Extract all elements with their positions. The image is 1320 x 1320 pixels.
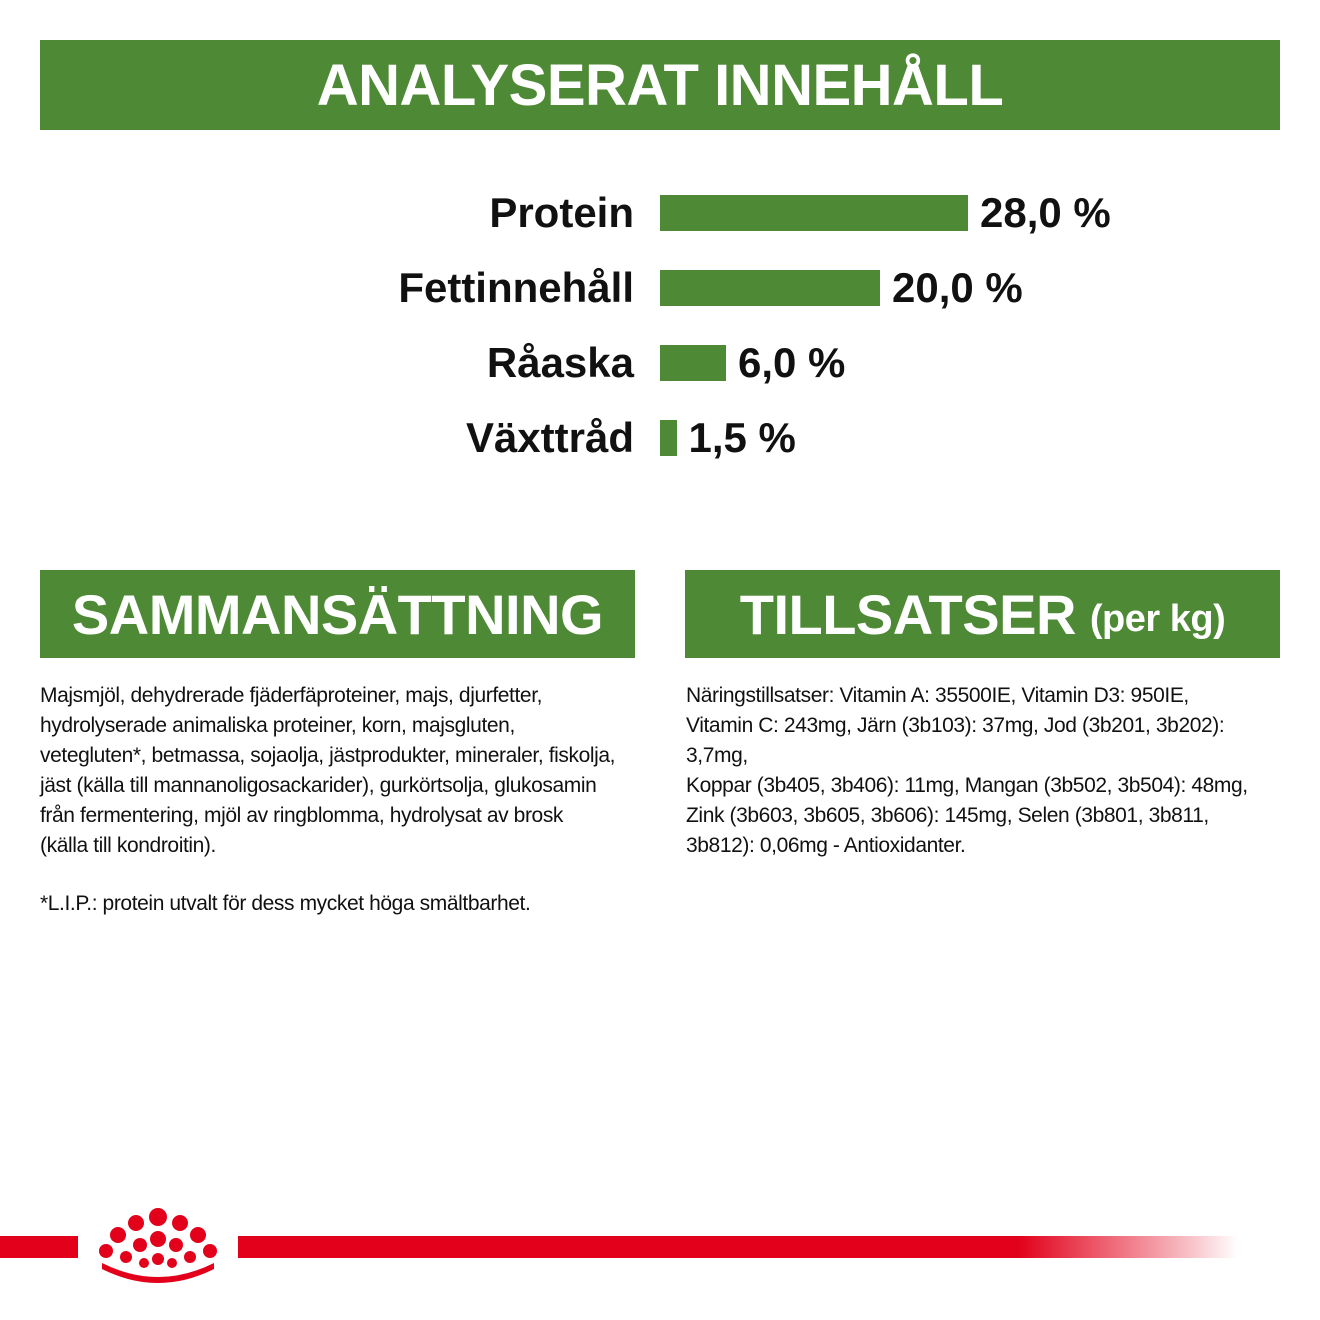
- analysis-bar: [660, 195, 968, 231]
- analysis-row: Råaska 6,0 %: [0, 338, 1320, 388]
- additives-text: Näringstillsatser: Vitamin A: 35500IE, V…: [686, 681, 1286, 861]
- additives-title: TILLSATSER: [739, 582, 1077, 646]
- additives-line: Näringstillsatser: Vitamin A: 35500IE, V…: [686, 684, 1189, 707]
- composition-line: Majsmjöl, dehydrerade fjäderfäproteiner,…: [40, 684, 543, 707]
- additives-title-suffix: (per kg): [1089, 597, 1226, 640]
- royal-crown-icon: [99, 1208, 217, 1283]
- analysis-row: Protein 28,0 %: [0, 188, 1320, 238]
- analysis-label: Fettinnehåll: [398, 264, 634, 311]
- analysis-title: ANALYSERAT INNEHÅLL: [316, 52, 1004, 118]
- composition-line: hydrolyserade animaliska proteiner, korn…: [40, 714, 515, 737]
- additives-line: Zink (3b603, 3b605, 3b606): 145mg, Selen…: [686, 804, 1209, 827]
- analysis-row: Växttråd 1,5 %: [0, 413, 1320, 463]
- composition-line: (källa till kondroitin).: [40, 834, 216, 857]
- analysis-bar: [660, 270, 880, 306]
- analysis-bar: [660, 420, 677, 456]
- analysis-value: 20,0 %: [892, 264, 1023, 311]
- composition-line: jäst (källa till mannanoligosackarider),…: [40, 774, 597, 797]
- composition-title: SAMMANSÄTTNING: [71, 582, 604, 646]
- composition-footnote: *L.I.P.: protein utvalt för dess mycket …: [40, 892, 531, 915]
- analysis-row: Fettinnehåll 20,0 %: [0, 263, 1320, 313]
- brand-stripe-right: [238, 1236, 1238, 1258]
- composition-line: vetegluten*, betmassa, sojaolja, jästpro…: [40, 744, 616, 767]
- analysis-value: 28,0 %: [980, 189, 1111, 236]
- analysis-label: Protein: [489, 189, 634, 236]
- analysis-label: Växttråd: [465, 414, 634, 461]
- analysis-banner: ANALYSERAT INNEHÅLL: [40, 40, 1280, 130]
- analysis-label: Råaska: [486, 339, 634, 386]
- composition-banner: SAMMANSÄTTNING: [40, 570, 635, 658]
- analysis-value: 6,0 %: [738, 339, 846, 386]
- additives-line: Vitamin C: 243mg, Järn (3b103): 37mg, Jo…: [686, 714, 1225, 767]
- composition-text: Majsmjöl, dehydrerade fjäderfäproteiner,…: [40, 681, 640, 861]
- analysis-bar: [660, 345, 726, 381]
- additives-banner: TILLSATSER (per kg): [685, 570, 1280, 658]
- additives-line: 3b812): 0,06mg - Antioxidanter.: [686, 834, 966, 857]
- composition-line: från fermentering, mjöl av ringblomma, h…: [40, 804, 564, 827]
- brand-stripe-left: [0, 1236, 78, 1258]
- analysis-value: 1,5 %: [688, 414, 796, 461]
- additives-line: Koppar (3b405, 3b406): 11mg, Mangan (3b5…: [686, 774, 1248, 797]
